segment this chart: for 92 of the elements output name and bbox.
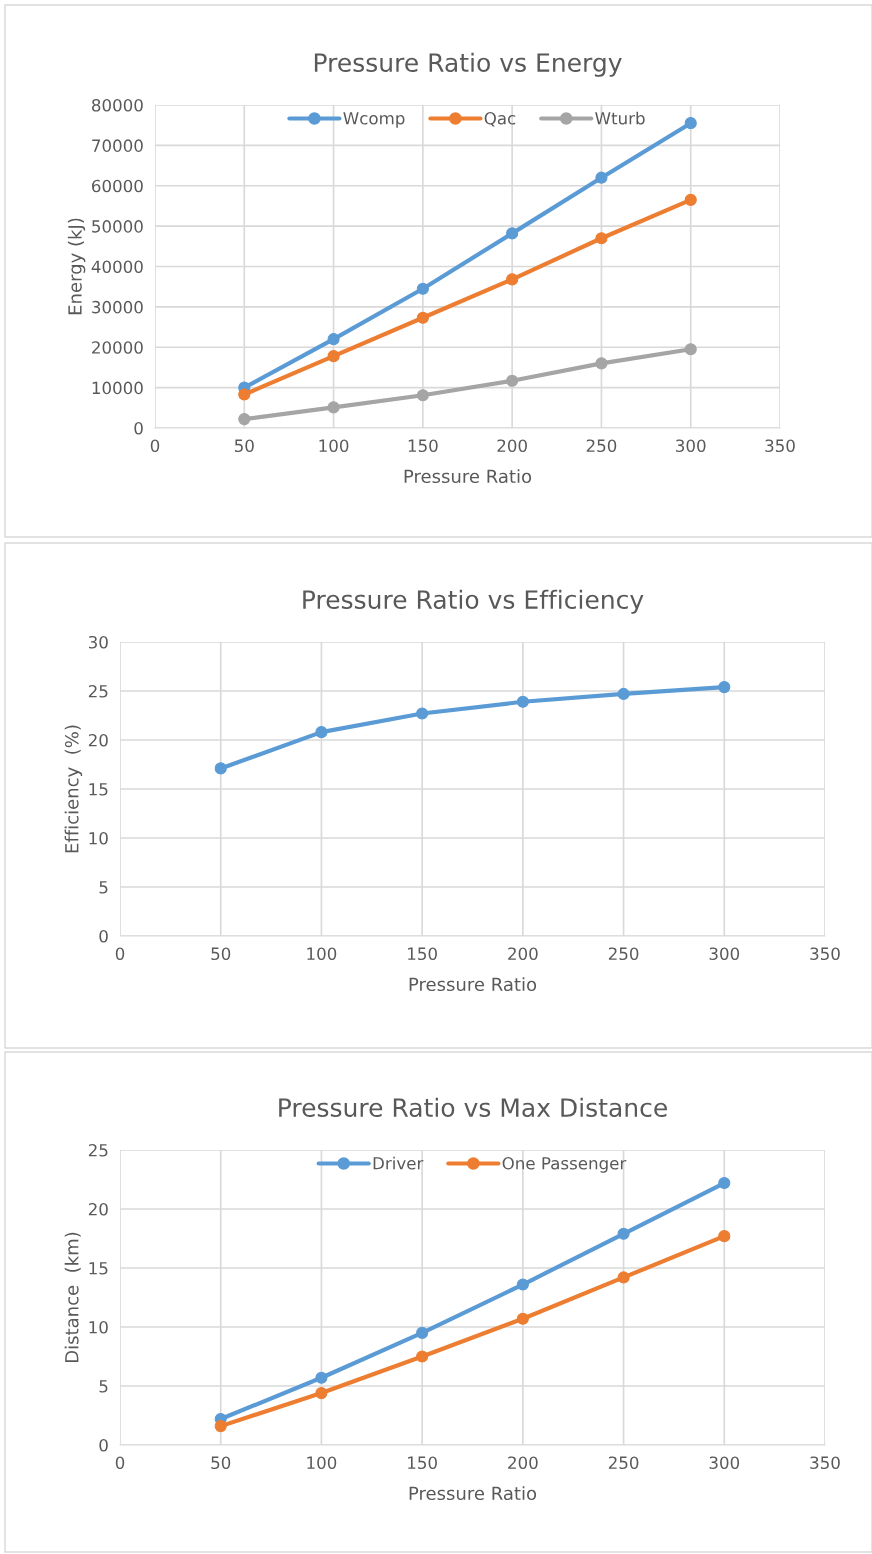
point [238, 413, 251, 426]
x-tick-label: 350 [765, 439, 795, 453]
point [416, 282, 429, 295]
point [718, 681, 731, 694]
y-axis-title: Energy (kJ) [67, 218, 86, 315]
point [315, 1371, 328, 1384]
y-tick-label: 15 [89, 1262, 108, 1275]
point [617, 1227, 630, 1240]
legend-label: Wcomp [343, 112, 405, 128]
y-tick-label: 0 [99, 1438, 108, 1452]
y-tick-label: 25 [88, 1143, 108, 1157]
x-tick-label: 100 [307, 947, 337, 961]
point [617, 687, 630, 701]
x-tick-label: 100 [307, 1456, 337, 1470]
point [416, 311, 429, 324]
y-axis-title: Efficiency (%) [64, 725, 83, 853]
x-tick-label: 150 [408, 1456, 437, 1470]
point [506, 273, 519, 286]
point [327, 333, 340, 346]
x-tick-label: 250 [586, 439, 617, 453]
x-tick-label: 200 [508, 947, 538, 961]
x-tick-label: 50 [211, 947, 231, 961]
point [416, 707, 429, 720]
x-axis-title: Pressure Ratio [409, 977, 537, 992]
y-tick-label: 10000 [92, 381, 143, 395]
y-axis-title: Distance (km) [64, 1232, 81, 1363]
point [214, 1420, 227, 1433]
point [416, 1326, 429, 1339]
y-tick-label: 70000 [92, 139, 143, 152]
x-tick-label: 300 [709, 1456, 740, 1470]
point [595, 357, 608, 370]
x-tick-label: 50 [211, 1456, 231, 1470]
x-tick-label: 250 [608, 1456, 639, 1470]
y-tick-label: 5 [99, 881, 108, 894]
point [315, 726, 328, 739]
y-tick-label: 5 [99, 1380, 108, 1393]
y-tick-label: 60000 [92, 179, 143, 193]
y-tick-label: 30000 [92, 300, 143, 314]
legend-label: One Passenger [502, 1156, 627, 1173]
chart-title: Pressure Ratio vs Energy [314, 52, 622, 77]
point [214, 762, 227, 775]
point [684, 193, 697, 206]
point [516, 695, 529, 708]
point [516, 1278, 529, 1291]
y-tick-label: 0 [99, 929, 108, 943]
x-axis-title: Pressure Ratio [404, 469, 532, 484]
x-tick-label: 50 [234, 439, 254, 453]
x-axis-title: Pressure Ratio [409, 1486, 537, 1501]
y-tick-label: 30 [88, 635, 108, 649]
x-tick-label: 300 [676, 439, 706, 453]
point [506, 374, 519, 387]
x-tick-label: 200 [497, 439, 527, 453]
point [327, 350, 340, 363]
point [315, 1387, 328, 1400]
point [684, 117, 697, 130]
x-tick-label: 150 [408, 947, 437, 961]
y-tick-label: 0 [134, 421, 143, 435]
y-tick-label: 40000 [91, 260, 143, 274]
point [327, 401, 340, 414]
point [506, 227, 519, 240]
legend-label: Qac [484, 111, 516, 127]
legend-label: Driver [373, 1156, 424, 1170]
y-tick-label: 20 [88, 1202, 108, 1216]
chart-title: Pressure Ratio vs Efficiency [303, 589, 644, 614]
x-tick-label: 150 [408, 439, 438, 453]
point [684, 343, 697, 356]
y-tick-label: 80000 [92, 98, 143, 112]
x-tick-label: 100 [319, 439, 349, 453]
point [718, 1230, 731, 1243]
point [516, 1312, 529, 1325]
x-tick-label: 0 [150, 439, 160, 453]
point [718, 1176, 731, 1190]
point [416, 389, 429, 402]
chart-title: Pressure Ratio vs Max Distance [279, 1097, 667, 1118]
x-tick-label: 300 [709, 947, 740, 961]
point [416, 1350, 429, 1363]
point [595, 232, 608, 245]
point [617, 1271, 630, 1284]
y-tick-label: 10 [89, 1320, 108, 1334]
point [595, 171, 608, 184]
y-tick-label: 10 [89, 831, 108, 845]
x-tick-label: 200 [508, 1456, 538, 1470]
y-tick-label: 25 [88, 684, 108, 698]
y-tick-label: 20 [88, 733, 108, 747]
point [238, 388, 251, 401]
x-tick-label: 350 [810, 1456, 840, 1470]
x-tick-label: 250 [608, 947, 639, 961]
legend-label: Wturb [595, 111, 645, 125]
x-tick-label: 350 [810, 947, 840, 961]
y-tick-label: 20000 [92, 341, 143, 354]
y-tick-label: 50000 [92, 220, 143, 233]
y-tick-label: 15 [89, 783, 108, 796]
